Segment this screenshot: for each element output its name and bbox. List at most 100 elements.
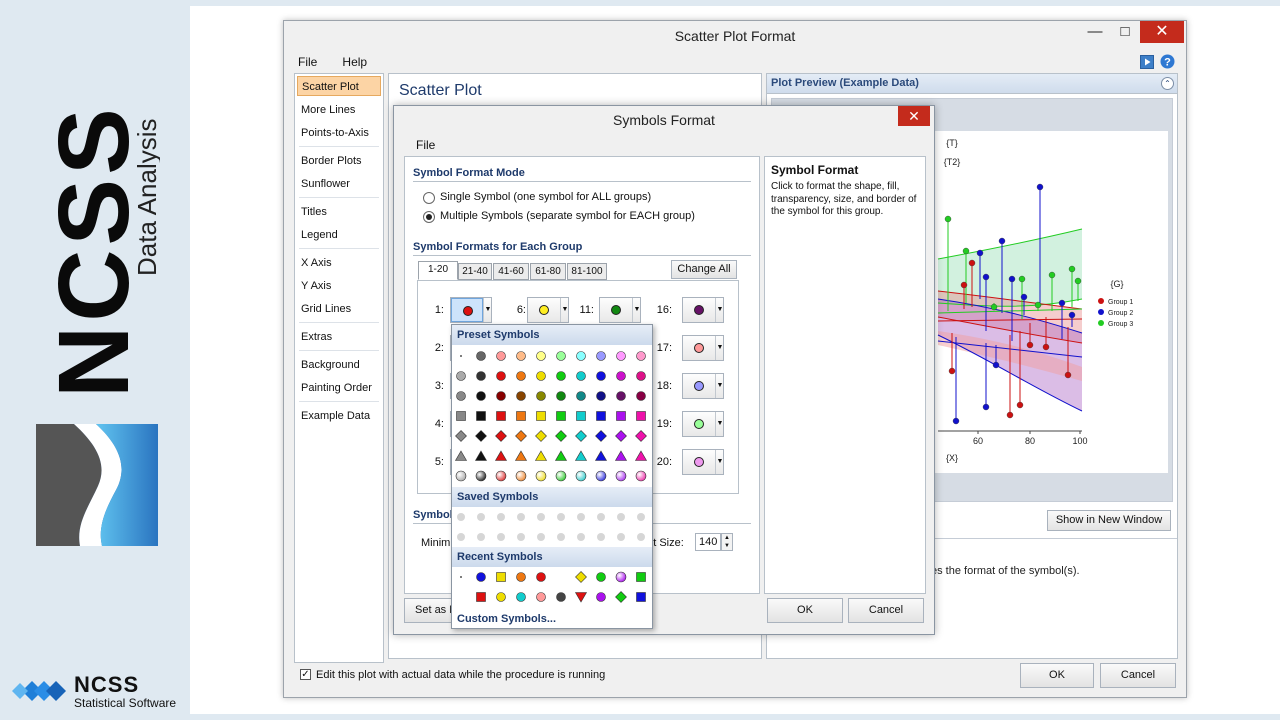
symbol-option-icon[interactable] — [633, 348, 649, 364]
symbol-option-icon[interactable] — [453, 388, 469, 404]
close-window-button[interactable]: ✕ — [1140, 21, 1184, 43]
nav-scatter-plot[interactable]: Scatter Plot — [297, 76, 381, 96]
symbol-option-icon[interactable] — [613, 509, 629, 525]
nav-legend[interactable]: Legend — [301, 229, 338, 241]
symbol-option-icon[interactable] — [553, 408, 569, 424]
play-icon[interactable] — [1140, 55, 1154, 69]
symbol-option-icon[interactable] — [473, 388, 489, 404]
symbol-option-icon[interactable] — [493, 368, 509, 384]
tab-61-80[interactable]: 61-80 — [530, 263, 566, 280]
symbol-option-icon[interactable] — [533, 589, 549, 605]
symbol-option-icon[interactable] — [493, 589, 509, 605]
symbol-option-icon[interactable] — [533, 388, 549, 404]
symbol-option-icon[interactable] — [473, 468, 489, 484]
symbol-option-icon[interactable] — [513, 408, 529, 424]
symbol-option-icon[interactable] — [553, 428, 569, 444]
chevron-down-icon[interactable]: ▼ — [632, 298, 641, 322]
symbol-option-icon[interactable] — [553, 448, 569, 464]
change-all-button[interactable]: Change All — [671, 260, 737, 279]
tab-41-60[interactable]: 41-60 — [493, 263, 529, 280]
nav-example-data[interactable]: Example Data — [301, 410, 371, 422]
symbol-option-icon[interactable] — [493, 569, 509, 585]
symbol-option-icon[interactable] — [533, 448, 549, 464]
symbol-option-icon[interactable] — [553, 589, 569, 605]
symbol-option-icon[interactable] — [533, 348, 549, 364]
symbol-option-icon[interactable] — [453, 468, 469, 484]
symbol-option-icon[interactable] — [633, 428, 649, 444]
chevron-down-icon[interactable]: ▼ — [715, 450, 724, 474]
chevron-down-icon[interactable]: ▼ — [715, 412, 724, 436]
symbol-option-icon[interactable] — [533, 569, 549, 585]
dialog-ok-button[interactable]: OK — [767, 598, 843, 623]
group-symbol-picker[interactable]: ▼ — [599, 297, 641, 323]
symbol-option-icon[interactable] — [613, 348, 629, 364]
symbol-option-icon[interactable] — [553, 388, 569, 404]
help-icon[interactable]: ? — [1160, 54, 1175, 69]
nav-sunflower[interactable]: Sunflower — [301, 178, 350, 190]
nav-titles[interactable]: Titles — [301, 206, 327, 218]
nav-border-plots[interactable]: Border Plots — [301, 155, 362, 167]
symbol-option-icon[interactable] — [533, 428, 549, 444]
symbol-option-icon[interactable] — [493, 428, 509, 444]
symbol-option-icon[interactable] — [613, 529, 629, 545]
symbol-option-icon[interactable] — [453, 408, 469, 424]
symbol-option-icon[interactable] — [513, 468, 529, 484]
symbol-option-icon[interactable] — [473, 589, 489, 605]
symbol-option-icon[interactable] — [633, 448, 649, 464]
symbol-option-icon[interactable] — [473, 509, 489, 525]
symbol-option-icon[interactable] — [513, 368, 529, 384]
edit-with-actual-data-checkbox[interactable]: ✓ — [300, 669, 311, 680]
group-symbol-picker[interactable]: ▼ — [450, 297, 492, 323]
symbol-option-icon[interactable] — [613, 448, 629, 464]
symbol-option-icon[interactable] — [593, 529, 609, 545]
size-spinner[interactable]: ▲ ▼ — [721, 533, 733, 551]
symbol-option-icon[interactable] — [493, 468, 509, 484]
symbol-option-icon[interactable] — [613, 388, 629, 404]
symbol-option-icon[interactable] — [513, 529, 529, 545]
symbol-option-icon[interactable] — [473, 348, 489, 364]
symbol-option-icon[interactable] — [493, 509, 509, 525]
chevron-down-icon[interactable]: ▼ — [483, 298, 492, 322]
group-symbol-picker[interactable]: ▼ — [682, 411, 724, 437]
symbol-option-icon[interactable] — [633, 468, 649, 484]
symbol-option-icon[interactable] — [573, 569, 589, 585]
chevron-down-icon[interactable]: ▼ — [560, 298, 569, 322]
symbol-option-icon[interactable] — [593, 348, 609, 364]
symbol-option-icon[interactable] — [473, 569, 489, 585]
symbol-option-icon[interactable] — [513, 348, 529, 364]
group-symbol-picker[interactable]: ▼ — [682, 449, 724, 475]
symbol-option-icon[interactable] — [493, 348, 509, 364]
symbol-option-icon[interactable] — [513, 388, 529, 404]
symbol-option-icon[interactable] — [533, 368, 549, 384]
nav-points-to-axis[interactable]: Points-to-Axis — [301, 127, 369, 139]
symbol-option-icon[interactable] — [613, 468, 629, 484]
symbol-option-icon[interactable] — [633, 509, 649, 525]
symbol-option-icon[interactable] — [593, 569, 609, 585]
menu-file[interactable]: File — [298, 55, 318, 69]
symbol-option-icon[interactable] — [453, 428, 469, 444]
nav-painting-order[interactable]: Painting Order — [301, 382, 372, 394]
symbol-option-icon[interactable] — [493, 408, 509, 424]
symbol-option-icon[interactable] — [593, 589, 609, 605]
symbol-option-icon[interactable] — [593, 368, 609, 384]
nav-extras[interactable]: Extras — [301, 331, 333, 343]
symbol-option-icon[interactable] — [573, 388, 589, 404]
dialog-menu-file[interactable]: File — [416, 138, 436, 152]
symbol-option-icon[interactable] — [513, 448, 529, 464]
symbol-option-icon[interactable] — [493, 448, 509, 464]
symbol-option-icon[interactable] — [613, 589, 629, 605]
nav-background[interactable]: Background — [301, 359, 360, 371]
symbol-option-icon[interactable] — [593, 388, 609, 404]
symbol-option-icon[interactable] — [633, 589, 649, 605]
collapse-chevron-icon[interactable]: ⌃ — [1161, 77, 1174, 90]
nav-more-lines[interactable]: More Lines — [301, 104, 356, 116]
multiple-symbols-radio[interactable] — [423, 211, 435, 223]
nav-grid-lines[interactable]: Grid Lines — [301, 303, 352, 315]
close-dialog-button[interactable]: ✕ — [898, 106, 930, 126]
symbol-option-icon[interactable] — [453, 529, 469, 545]
symbol-option-icon[interactable] — [613, 569, 629, 585]
ok-button[interactable]: OK — [1020, 663, 1094, 688]
symbol-option-icon[interactable] — [453, 509, 469, 525]
symbol-option-icon[interactable] — [613, 428, 629, 444]
symbol-option-icon[interactable] — [453, 368, 469, 384]
